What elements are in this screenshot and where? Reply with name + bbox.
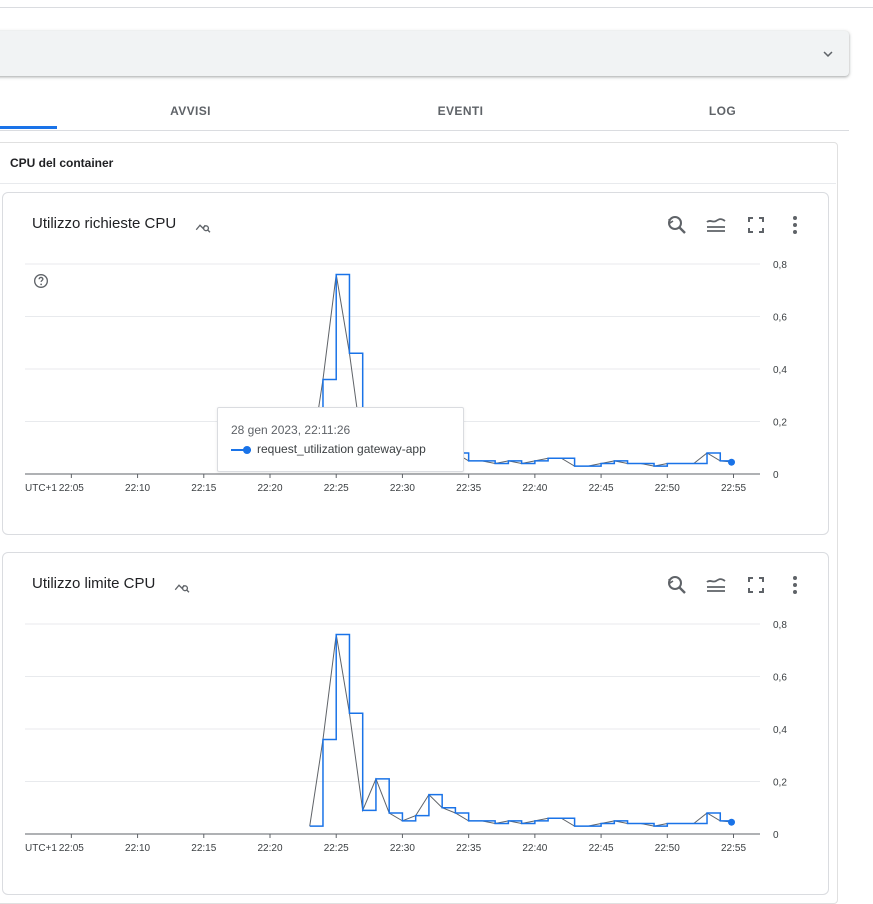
chart-card-limits: Utilizzo limite CPU [2,552,829,895]
chart-card-requests: Utilizzo richieste CPU [2,192,829,535]
collapsible-header-bar[interactable] [0,31,849,76]
tab-overview[interactable] [0,93,57,130]
chart-title: Utilizzo limite CPU [32,575,156,592]
more-vert-icon[interactable] [783,573,807,597]
section-title: CPU del container [10,156,114,170]
zoom-reset-icon[interactable] [665,213,689,237]
more-vert-icon[interactable] [783,213,807,237]
legend-icon[interactable] [704,573,728,597]
section-divider [0,183,836,184]
top-divider [0,7,873,8]
tab-avvisi[interactable]: AVVISI [170,104,211,118]
tooltip-series-name: request_utilization gateway-app [257,442,426,456]
legend-icon[interactable] [704,213,728,237]
explore-icon[interactable] [172,577,192,595]
help-icon[interactable] [33,273,49,289]
tab-bar: AVVISI EVENTI LOG [0,93,849,131]
chart-tooltip: 28 gen 2023, 22:11:26 request_utilizatio… [217,407,464,472]
tooltip-series-row: request_utilization gateway-app [231,442,426,456]
active-tab-indicator [0,126,57,129]
tab-log[interactable]: LOG [708,104,737,118]
series-swatch [231,445,251,454]
fullscreen-icon[interactable] [744,213,768,237]
chart-title: Utilizzo richieste CPU [32,215,177,232]
explore-icon[interactable] [193,217,213,235]
tab-eventi[interactable]: EVENTI [437,104,484,118]
tooltip-date: 28 gen 2023, 22:11:26 [231,423,351,437]
fullscreen-icon[interactable] [744,573,768,597]
zoom-reset-icon[interactable] [665,573,689,597]
chevron-down-icon[interactable] [819,45,837,63]
